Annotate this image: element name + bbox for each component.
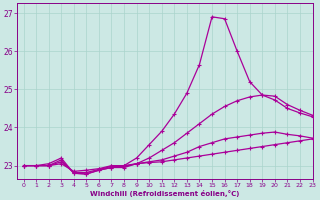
X-axis label: Windchill (Refroidissement éolien,°C): Windchill (Refroidissement éolien,°C) xyxy=(90,190,240,197)
